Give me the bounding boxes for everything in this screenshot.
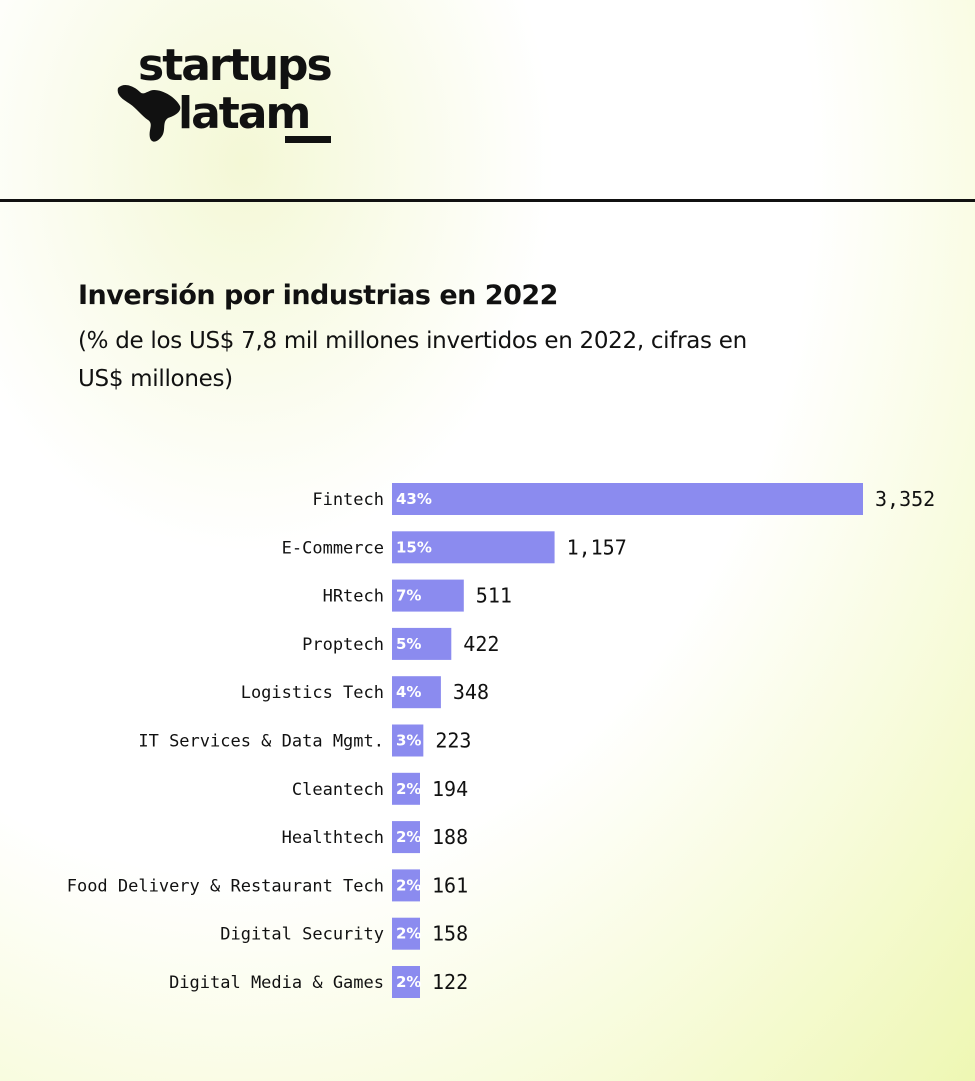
value-label: 3,352 [875,487,935,511]
logo-underline [285,136,331,143]
chart-title: Inversión por industrias en 2022 [78,280,558,311]
value-label: 188 [432,825,468,849]
percent-label: 5% [396,635,421,653]
category-label: Fintech [312,490,384,510]
percent-label: 7% [396,587,421,605]
value-label: 161 [432,873,468,897]
category-label: Logistics Tech [241,683,384,703]
percent-label: 3% [396,732,421,750]
percent-label: 43% [396,490,432,508]
chart-subtitle: (% de los US$ 7,8 mil millones invertido… [78,328,747,392]
value-label: 122 [432,970,468,994]
percent-label: 15% [396,538,432,556]
bar [392,821,420,854]
header-divider [0,199,975,202]
value-label: 194 [432,777,468,801]
value-label: 223 [435,729,471,753]
percent-label: 2% [396,780,421,798]
logo-text-latam: latam [178,88,311,139]
category-label: HRtech [323,587,384,607]
bar [392,917,420,950]
latin-america-map-icon [117,85,181,142]
category-label: E-Commerce [282,538,384,558]
bar [392,966,420,998]
percent-label: 4% [396,683,421,701]
bar [392,724,424,757]
percent-label: 2% [396,828,421,846]
category-label: Food Delivery & Restaurant Tech [67,876,384,896]
value-label: 158 [432,922,468,946]
category-label: Cleantech [292,780,384,800]
bar [392,869,420,902]
category-label: Digital Media & Games [169,973,384,993]
value-label: 1,157 [567,535,627,559]
bar [392,772,420,805]
value-label: 511 [476,584,512,608]
logo-text-startups: startups [138,40,333,91]
category-label: IT Services & Data Mgmt. [138,732,384,752]
bar [392,627,452,660]
percent-label: 2% [396,876,421,894]
bar [392,483,863,515]
category-label: Healthtech [282,828,384,848]
category-label: Proptech [302,635,384,655]
percent-label: 2% [396,973,421,991]
percent-label: 2% [396,925,421,943]
value-label: 348 [453,680,489,704]
category-label: Digital Security [220,925,384,945]
bar [392,579,464,612]
bar [392,531,555,564]
value-label: 422 [463,632,499,656]
industry-investment-bar-chart: Fintech 43% 3,352 E-Commerce 15% 1,157 HRtech 7… [67,483,935,998]
bar [392,676,441,709]
startups-latam-logo: startups latam [112,40,342,152]
